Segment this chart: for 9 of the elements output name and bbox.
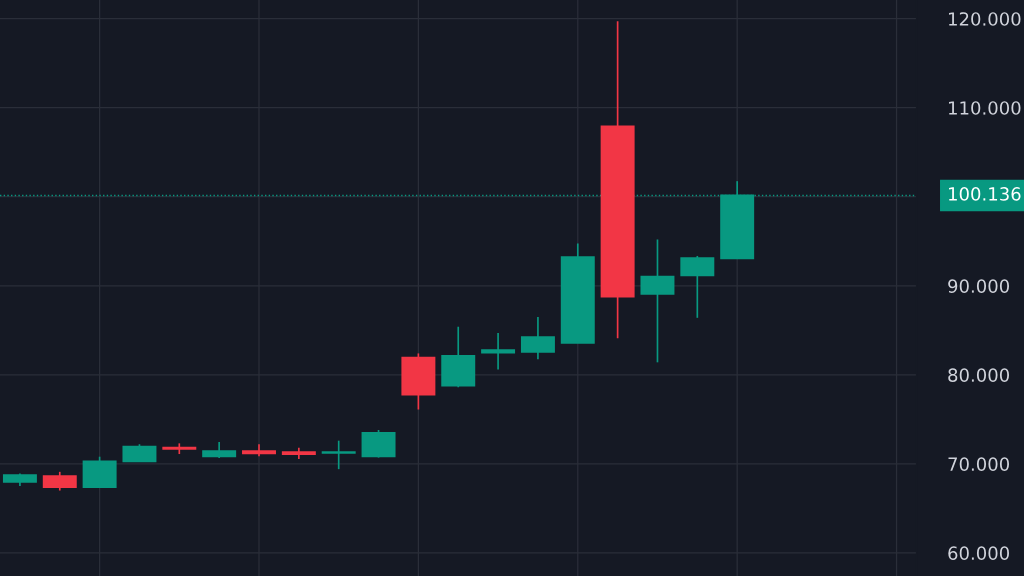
y-tick-label: 120.000 [949, 12, 1021, 26]
y-tick-label: 110.000 [949, 101, 1021, 115]
y-tick-label: 80.000 [948, 368, 1010, 382]
ref-line-label: 100.136 [949, 187, 1021, 201]
candlestick [321, 439, 356, 471]
y-tick-label: 60.000 [948, 546, 1010, 560]
y-tick-label: 70.000 [948, 457, 1010, 471]
candlestick [481, 332, 516, 371]
y-tick-label: 90.000 [948, 279, 1010, 293]
